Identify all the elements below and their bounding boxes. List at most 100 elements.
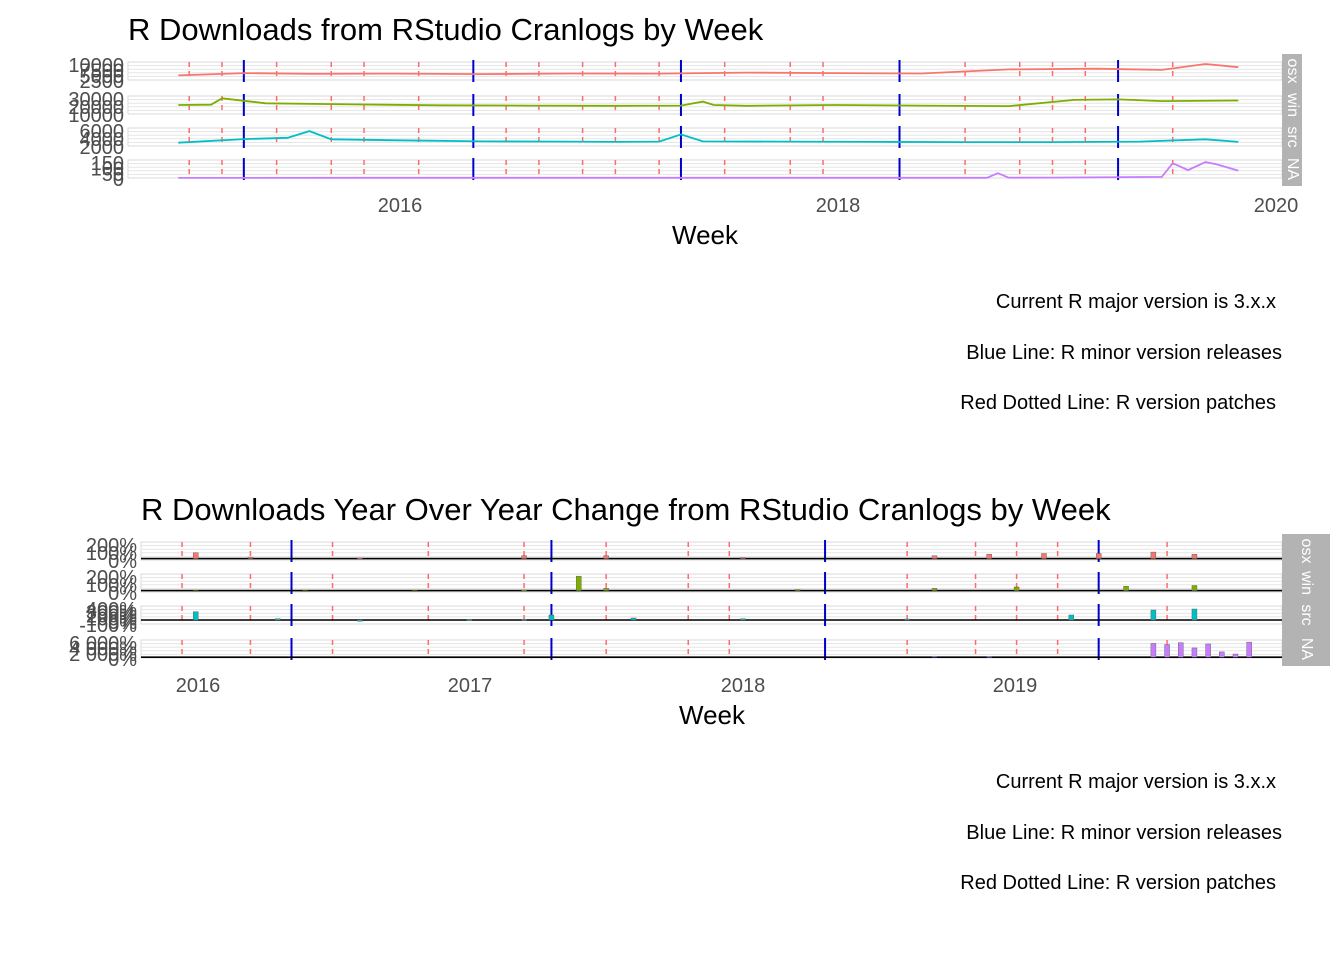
panel-NA: NA 6 000%4 000%2 000%0% bbox=[69, 632, 1330, 671]
panel-strip-label: src bbox=[1298, 604, 1315, 625]
panel-win: win 200%100%0% bbox=[86, 566, 1330, 605]
bar-osx bbox=[931, 555, 938, 559]
bar-NA bbox=[1150, 643, 1157, 658]
panel-osx: osx 200%100%0% bbox=[86, 534, 1330, 573]
y-tick-label: 7500 bbox=[80, 60, 125, 82]
y-tick-label: 200% bbox=[86, 567, 137, 589]
y-tick-label: 10000 bbox=[68, 105, 124, 127]
y-tick-label: 150 bbox=[91, 153, 124, 175]
y-tick-label: -100% bbox=[79, 615, 137, 637]
chart1-title: R Downloads from RStudio Cranlogs by Wee… bbox=[128, 12, 764, 47]
panel-frame bbox=[127, 127, 1283, 147]
series-line-osx bbox=[178, 63, 1239, 77]
y-tick-label: 0% bbox=[108, 649, 137, 671]
chart2-caption-line-2: Blue Line: R minor version releases bbox=[966, 822, 1282, 844]
y-tick-label: 100% bbox=[86, 609, 137, 631]
bar-win bbox=[302, 590, 308, 592]
chart1-caption-line-2: Blue Line: R minor version releases bbox=[966, 342, 1282, 364]
bar-src bbox=[193, 611, 199, 621]
panel-strip-label: src bbox=[1284, 126, 1301, 147]
yoy-change-chart: R Downloads Year Over Year Change from R… bbox=[69, 492, 1330, 730]
panel-strip bbox=[1282, 566, 1330, 600]
bar-osx bbox=[986, 554, 992, 559]
chart2-caption-line-1: Current R major version is 3.x.x bbox=[996, 771, 1276, 793]
bar-osx bbox=[1191, 554, 1198, 559]
panel-strip-label: win bbox=[1298, 570, 1315, 595]
x-tick-label: 2018 bbox=[816, 195, 861, 217]
panel-strip-label: NA bbox=[1298, 638, 1315, 661]
chart1-xlabel: Week bbox=[672, 220, 739, 250]
y-tick-label: 100% bbox=[86, 543, 137, 565]
panel-strip bbox=[1282, 88, 1302, 122]
y-tick-label: 0% bbox=[108, 612, 137, 634]
bar-src bbox=[904, 618, 910, 621]
series-line-NA bbox=[178, 161, 1239, 179]
bar-src bbox=[630, 617, 637, 621]
bar-win bbox=[931, 588, 938, 591]
bar-win bbox=[1191, 585, 1198, 591]
chart1-caption: Current R major version is 3.x.x Blue Li… bbox=[960, 291, 1282, 414]
bar-src bbox=[1191, 608, 1198, 621]
series-line-win bbox=[178, 97, 1239, 108]
y-tick-label: 0 bbox=[113, 169, 124, 191]
panel-frame bbox=[140, 573, 1283, 593]
chart1-caption-line-1: Current R major version is 3.x.x bbox=[996, 291, 1276, 313]
panel-strip bbox=[1282, 632, 1330, 666]
y-tick-label: 100% bbox=[86, 575, 137, 597]
panel-frame bbox=[140, 639, 1283, 659]
chart2-title: R Downloads Year Over Year Change from R… bbox=[141, 492, 1111, 527]
y-tick-label: 20000 bbox=[68, 97, 124, 119]
bar-src bbox=[521, 619, 527, 621]
y-tick-label: 300% bbox=[86, 602, 137, 624]
y-tick-label: 5000 bbox=[80, 66, 125, 88]
panel-strip bbox=[1282, 120, 1302, 154]
bar-win bbox=[576, 575, 582, 591]
y-tick-label: 6000 bbox=[80, 121, 125, 143]
y-tick-label: 50 bbox=[102, 164, 124, 186]
x-tick-label: 2017 bbox=[448, 675, 493, 697]
y-tick-label: 0% bbox=[108, 583, 137, 605]
y-tick-label: 4 000% bbox=[69, 638, 137, 660]
y-tick-label: 2 000% bbox=[69, 644, 137, 666]
chart1-caption-line-3: Red Dotted Line: R version patches bbox=[960, 392, 1276, 414]
bar-src bbox=[275, 618, 281, 621]
bar-NA bbox=[1191, 647, 1198, 658]
x-tick-label: 2018 bbox=[721, 675, 766, 697]
bar-src bbox=[1068, 614, 1075, 621]
panel-strip-label: osx bbox=[1284, 59, 1301, 84]
bar-osx bbox=[1150, 551, 1157, 559]
y-tick-label: 2000 bbox=[80, 137, 125, 159]
bar-osx bbox=[1095, 553, 1102, 559]
bar-src bbox=[548, 614, 555, 621]
bar-osx bbox=[521, 555, 527, 559]
panel-strip-label: osx bbox=[1298, 539, 1315, 564]
panel-src: src 400%300%200%100%0%-100% bbox=[79, 598, 1330, 637]
panel-frame bbox=[140, 541, 1283, 561]
bar-osx bbox=[1041, 553, 1047, 559]
bar-win bbox=[1123, 586, 1129, 591]
panel-frame bbox=[127, 61, 1283, 81]
bar-osx bbox=[603, 555, 609, 559]
x-tick-label: 2019 bbox=[993, 675, 1038, 697]
panel-strip bbox=[1282, 152, 1302, 186]
panel-frame bbox=[127, 159, 1283, 179]
y-tick-label: 6 000% bbox=[69, 633, 137, 655]
y-tick-label: 30000 bbox=[68, 89, 124, 111]
bar-win bbox=[521, 589, 527, 592]
bar-win bbox=[1013, 586, 1020, 591]
chart2-caption-line-3: Red Dotted Line: R version patches bbox=[960, 872, 1276, 894]
bar-win bbox=[603, 588, 609, 591]
x-tick-label: 2016 bbox=[176, 675, 221, 697]
y-tick-label: 200% bbox=[86, 535, 137, 557]
bar-NA bbox=[1178, 642, 1184, 658]
bar-win bbox=[411, 590, 418, 592]
bar-NA bbox=[1246, 641, 1252, 658]
bar-NA bbox=[1205, 643, 1211, 658]
panel-strip-label: NA bbox=[1284, 158, 1301, 181]
y-tick-label: 100 bbox=[91, 158, 124, 180]
